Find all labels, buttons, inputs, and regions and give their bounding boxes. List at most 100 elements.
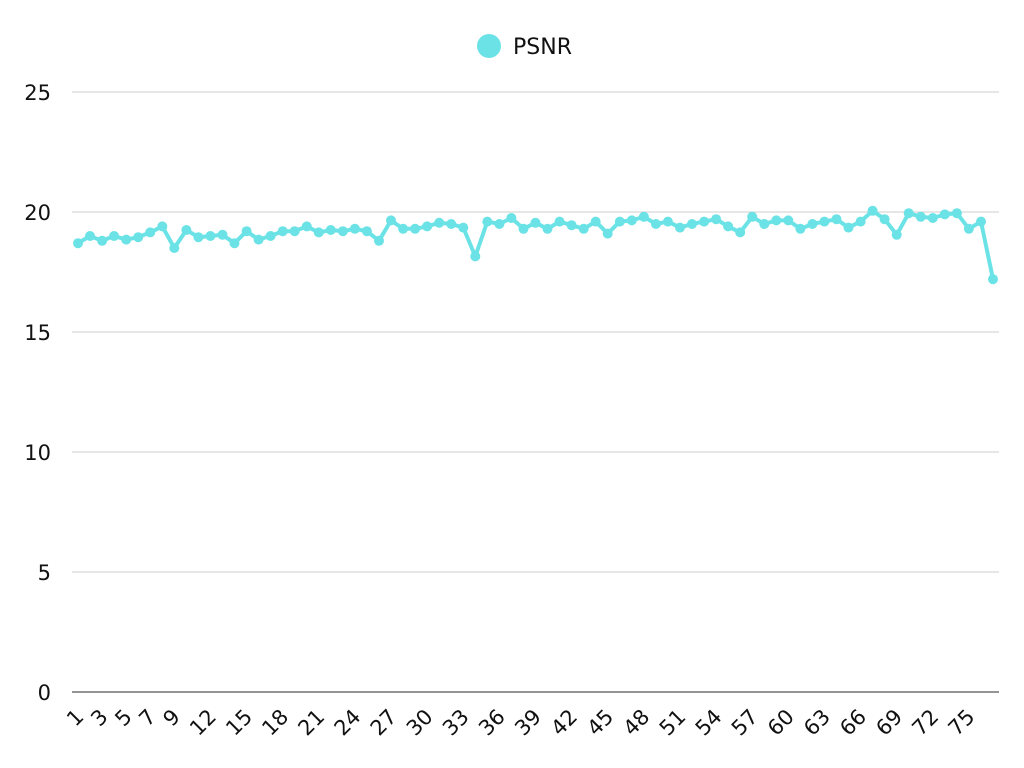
data-point-psnr-47	[626, 215, 637, 226]
data-point-psnr-8	[157, 221, 168, 232]
data-point-psnr-61	[795, 223, 806, 234]
y-tick-label-20: 20	[24, 201, 51, 225]
y-axis-ticks: 0 5 10 15 20 25	[24, 81, 51, 705]
data-point-psnr-29	[410, 223, 421, 234]
y-tick-label-15: 15	[24, 321, 51, 345]
data-point-psnr-76	[976, 216, 986, 227]
data-point-psnr-56	[735, 227, 746, 238]
x-tick-label-51: 51	[655, 705, 691, 741]
data-point-psnr-33	[458, 222, 469, 233]
data-point-psnr-41	[554, 216, 565, 227]
data-point-psnr-16	[253, 234, 264, 245]
y-tick-label-5: 5	[38, 561, 51, 585]
data-point-psnr-75	[963, 223, 974, 234]
x-tick-label-63: 63	[799, 705, 835, 741]
series-psnr	[73, 205, 998, 285]
data-point-psnr-15	[241, 226, 252, 237]
data-point-psnr-37	[506, 213, 517, 223]
data-point-psnr-58	[759, 219, 770, 229]
data-point-psnr-3	[97, 235, 108, 246]
data-point-psnr-35	[482, 216, 493, 227]
x-tick-label-24: 24	[330, 705, 366, 741]
data-point-psnr-21	[313, 227, 324, 238]
y-tick-label-25: 25	[24, 81, 51, 105]
data-point-psnr-68	[879, 214, 890, 225]
data-point-psnr-64	[831, 214, 842, 225]
x-tick-label-60: 60	[763, 705, 799, 741]
data-point-psnr-27	[386, 215, 396, 226]
data-point-psnr-50	[662, 216, 673, 227]
x-tick-label-21: 21	[293, 705, 329, 741]
data-point-psnr-53	[699, 216, 710, 227]
data-point-psnr-43	[578, 223, 589, 234]
data-point-psnr-7	[145, 227, 156, 238]
data-point-psnr-31	[434, 217, 445, 228]
data-point-psnr-77	[988, 274, 998, 285]
legend: PSNR	[477, 34, 572, 60]
x-tick-label-27: 27	[366, 705, 402, 741]
data-point-psnr-24	[349, 223, 360, 234]
data-point-psnr-1	[73, 238, 83, 249]
x-tick-label-33: 33	[438, 705, 474, 741]
data-point-psnr-20	[301, 221, 312, 232]
data-point-psnr-9	[169, 243, 180, 253]
data-point-psnr-11	[193, 232, 204, 243]
data-point-psnr-65	[843, 222, 854, 233]
x-tick-label-1: 1	[62, 705, 88, 731]
data-point-psnr-39	[530, 217, 541, 228]
data-point-psnr-23	[337, 226, 348, 237]
x-tick-label-42: 42	[546, 705, 582, 741]
data-point-psnr-34	[470, 251, 481, 262]
y-tick-label-0: 0	[38, 681, 51, 705]
legend-label-psnr: PSNR	[513, 35, 572, 60]
x-tick-label-57: 57	[727, 705, 763, 741]
data-point-psnr-10	[181, 225, 192, 235]
x-tick-label-15: 15	[221, 705, 257, 741]
data-point-psnr-40	[542, 223, 553, 234]
data-point-psnr-57	[747, 211, 758, 222]
data-point-psnr-19	[289, 226, 300, 237]
x-tick-label-75: 75	[944, 705, 980, 741]
data-point-psnr-45	[602, 228, 613, 239]
x-tick-label-72: 72	[907, 705, 943, 741]
data-point-psnr-25	[361, 226, 372, 237]
data-point-psnr-69	[891, 229, 902, 240]
data-point-psnr-18	[277, 226, 288, 237]
data-point-psnr-66	[855, 216, 866, 227]
data-point-psnr-74	[951, 208, 962, 219]
data-point-psnr-62	[807, 219, 818, 229]
data-point-psnr-71	[915, 211, 926, 222]
gridlines	[72, 91, 999, 693]
x-tick-label-66: 66	[835, 705, 871, 741]
data-point-psnr-26	[374, 235, 384, 246]
data-point-psnr-36	[494, 219, 505, 229]
data-point-psnr-32	[446, 219, 457, 229]
data-point-psnr-73	[939, 209, 950, 220]
data-point-psnr-70	[903, 208, 914, 219]
x-tick-label-5: 5	[110, 705, 136, 731]
x-tick-label-7: 7	[134, 705, 160, 731]
data-point-psnr-2	[85, 231, 95, 241]
data-point-psnr-51	[675, 222, 685, 233]
data-point-psnr-30	[422, 221, 433, 232]
data-point-psnr-44	[590, 216, 601, 227]
data-point-psnr-38	[518, 223, 529, 234]
x-tick-label-39: 39	[510, 705, 546, 741]
y-tick-label-10: 10	[24, 441, 51, 465]
x-tick-label-36: 36	[474, 705, 510, 741]
x-tick-label-9: 9	[158, 705, 184, 731]
data-point-psnr-4	[109, 231, 120, 241]
data-point-psnr-46	[614, 216, 625, 227]
x-tick-label-54: 54	[691, 705, 727, 741]
data-point-psnr-55	[723, 221, 734, 232]
x-tick-label-30: 30	[402, 705, 438, 741]
x-tick-label-18: 18	[257, 705, 293, 741]
data-point-psnr-63	[819, 216, 830, 227]
data-point-psnr-52	[687, 219, 697, 229]
data-point-psnr-28	[398, 223, 409, 234]
data-point-psnr-59	[771, 215, 782, 226]
data-point-psnr-49	[650, 219, 661, 229]
legend-marker-psnr	[477, 34, 501, 58]
